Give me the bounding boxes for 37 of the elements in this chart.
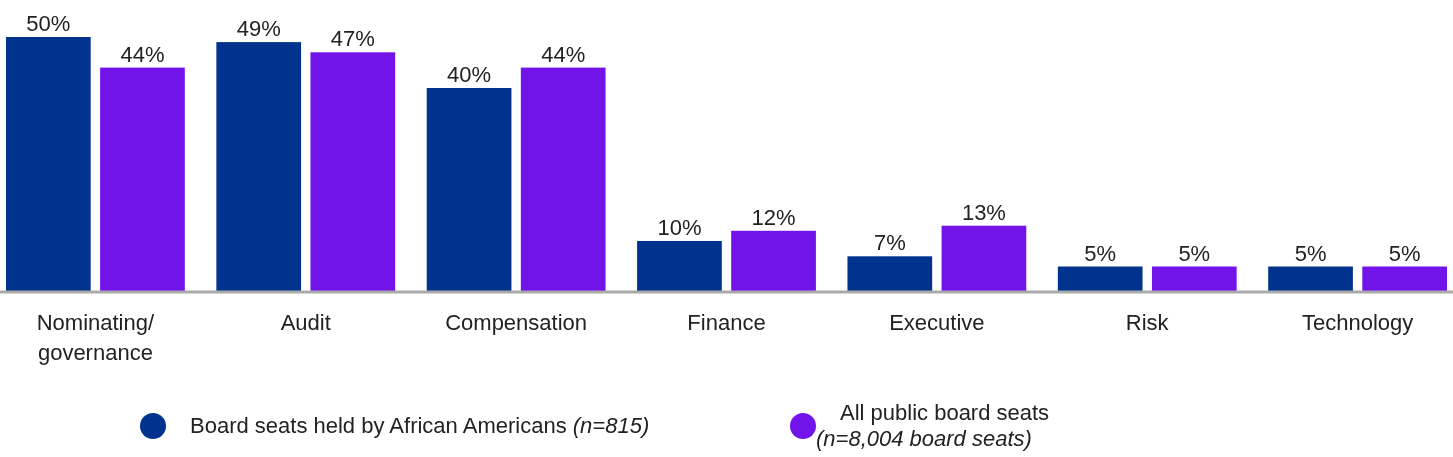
data-label: 47% <box>330 26 375 52</box>
data-label: 5% <box>1388 240 1421 266</box>
x-tick-label: Technology <box>1301 310 1414 335</box>
data-label: 50% <box>26 11 71 36</box>
bar <box>216 42 302 292</box>
bar <box>1151 266 1237 292</box>
legend-label: All public board seats (n=8,004 board seats) <box>816 400 1050 451</box>
x-tick-label: Compensation <box>445 310 588 335</box>
x-tick-label: Audit <box>280 310 331 335</box>
x-tick-label: Executive <box>889 310 985 335</box>
bar <box>6 37 91 292</box>
x-tick-label: Finance <box>687 310 766 335</box>
data-label: 44% <box>120 41 165 67</box>
data-label: 5% <box>1294 240 1327 266</box>
data-label: 5% <box>1178 240 1211 266</box>
data-label: 40% <box>447 62 492 87</box>
bar <box>1057 266 1143 292</box>
x-tick-label: Nominating/ governance <box>36 310 155 365</box>
bar <box>1268 266 1353 292</box>
x-tick-label: Risk <box>1125 310 1170 335</box>
bar <box>426 88 512 292</box>
bar <box>941 225 1027 292</box>
bar <box>100 67 185 292</box>
bar <box>1362 266 1447 292</box>
legend-label: Board seats held by African Americans (n=815) <box>190 413 650 438</box>
data-label: 44% <box>541 41 586 67</box>
bar <box>310 52 396 292</box>
bar <box>731 230 816 292</box>
bar <box>637 241 722 292</box>
data-label: 13% <box>961 199 1006 225</box>
data-label: 12% <box>751 204 796 230</box>
bar <box>847 256 933 292</box>
data-label: 5% <box>1084 240 1117 266</box>
bar <box>520 67 606 292</box>
data-label: 7% <box>873 230 906 256</box>
data-label: 49% <box>236 16 281 42</box>
data-label: 10% <box>657 215 702 240</box>
